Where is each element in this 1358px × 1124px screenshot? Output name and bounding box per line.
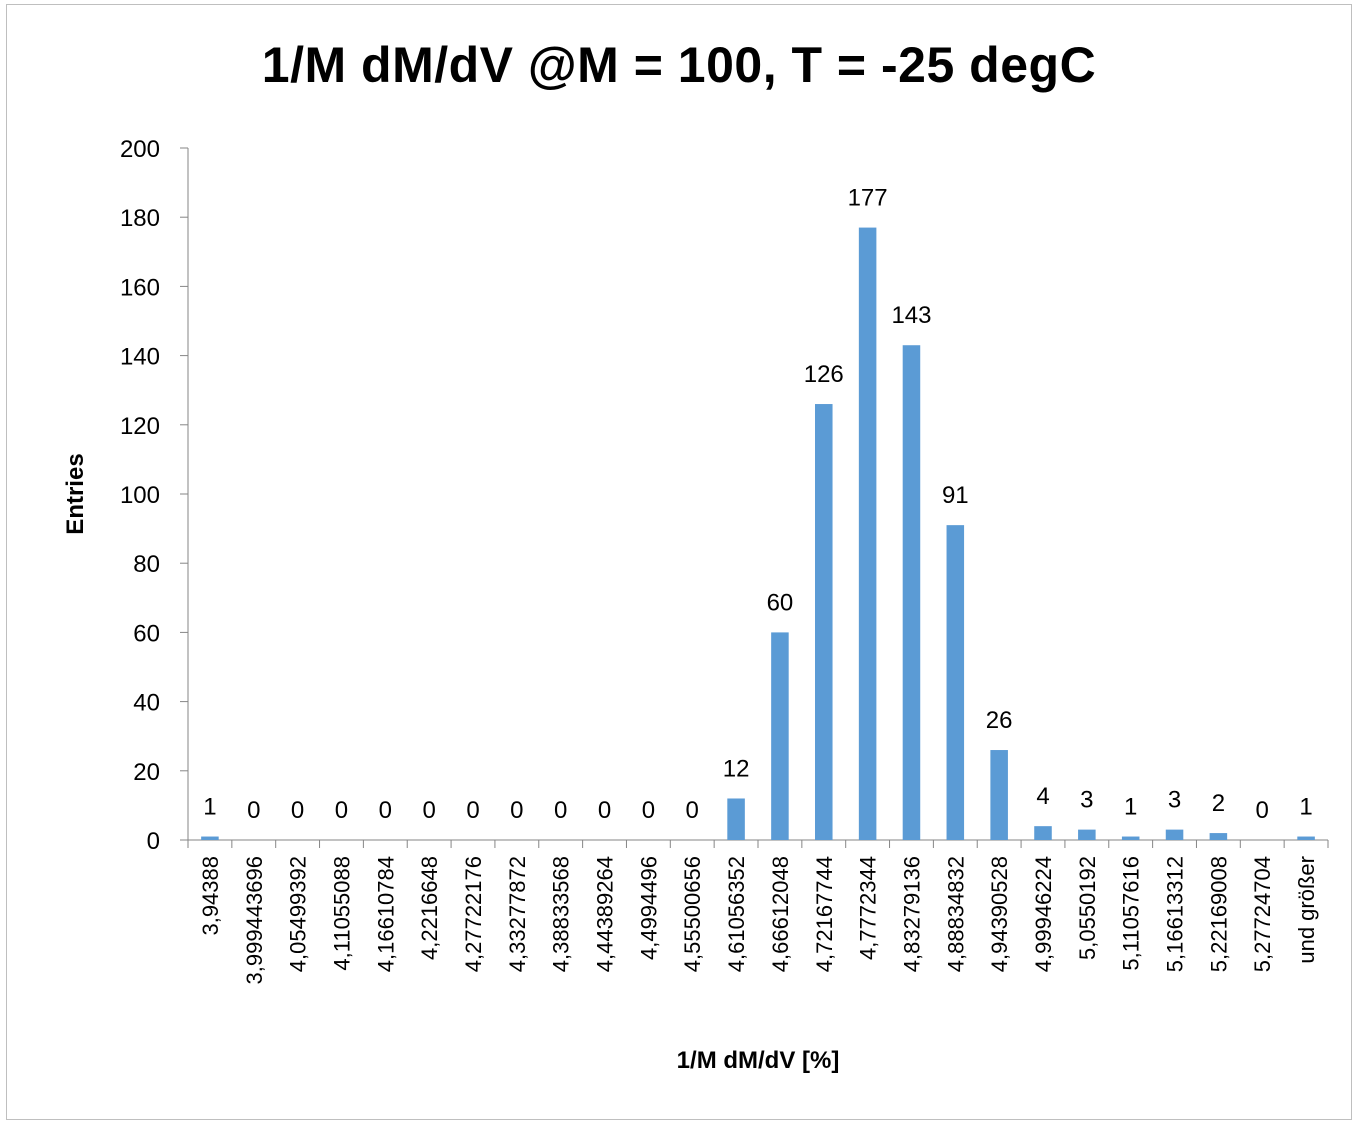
x-tick-label: und größer — [1294, 856, 1319, 964]
y-tick-label: 120 — [120, 413, 160, 440]
bar — [815, 404, 833, 840]
data-label: 0 — [554, 797, 567, 824]
data-label: 0 — [598, 797, 611, 824]
data-label: 143 — [891, 302, 931, 329]
data-label: 1 — [1299, 794, 1312, 821]
y-tick-label: 200 — [120, 136, 160, 163]
x-tick-label: 5,16613312 — [1163, 856, 1188, 972]
data-label: 4 — [1036, 783, 1049, 810]
y-tick-label: 20 — [133, 759, 160, 786]
data-label: 91 — [942, 482, 969, 509]
x-tick-label: 4,33277872 — [505, 856, 530, 972]
data-label: 1 — [203, 794, 216, 821]
x-tick-label: 3,94388 — [198, 856, 223, 936]
bar — [1297, 836, 1315, 840]
x-tick-label: 4,27722176 — [461, 856, 486, 972]
bar — [946, 525, 965, 840]
chart-frame — [6, 4, 1352, 1120]
bar — [1078, 829, 1096, 840]
y-axis: 0 20 40 60 80 100 120 140 160 180 200 — [120, 136, 189, 855]
data-label: 2 — [1212, 790, 1225, 817]
y-tick-label: 80 — [133, 551, 160, 578]
y-tick-label: 40 — [133, 690, 160, 717]
y-tick-label: 180 — [120, 205, 160, 232]
data-label: 3 — [1168, 787, 1181, 814]
y-tick-label: 140 — [120, 344, 160, 371]
x-tick-label: 4,11055088 — [329, 856, 354, 971]
x-tick-label: 4,38833568 — [549, 856, 574, 972]
x-tick-label: 5,11057616 — [1119, 856, 1144, 971]
bar — [771, 632, 789, 840]
y-axis-title: Entries — [62, 453, 89, 534]
data-label: 177 — [848, 185, 888, 212]
data-label: 1 — [1124, 794, 1137, 821]
x-tick-label: 4,66612048 — [768, 856, 793, 972]
y-tick-label: 100 — [120, 482, 160, 509]
bar — [858, 227, 877, 840]
y-tick-label: 160 — [120, 274, 160, 301]
x-tick-label: 4,61056352 — [724, 856, 749, 972]
x-axis-title: 1/M dM/dV [%] — [677, 1047, 840, 1074]
data-label: 126 — [804, 361, 844, 388]
bar — [1121, 836, 1140, 840]
x-tick-label: 4,88834832 — [943, 856, 968, 972]
bar — [1034, 826, 1052, 840]
bar — [1209, 833, 1228, 840]
y-tick-label: 0 — [147, 828, 160, 855]
x-tick-label: 4,16610784 — [373, 856, 398, 972]
x-tick-label: 4,83279136 — [899, 856, 924, 972]
y-tick-label: 60 — [133, 620, 160, 647]
bar — [727, 798, 745, 840]
data-labels: 1 0 0 0 0 0 0 0 0 0 0 0 12 60 126 177 143 91 26 4 3 1 3 2 0 1 — [203, 185, 1313, 824]
x-tick-label: 4,44389264 — [593, 856, 618, 972]
data-label: 0 — [510, 797, 523, 824]
bar — [1165, 829, 1184, 840]
data-label: 0 — [422, 797, 435, 824]
x-axis: 3,94388 3,999443696 4,05499392 4,11055088 4,… — [187, 839, 1329, 984]
data-label: 0 — [335, 797, 348, 824]
x-tick-label: 5,0550192 — [1075, 856, 1100, 960]
x-tick-label: 4,2216648 — [417, 856, 442, 960]
data-label: 3 — [1080, 787, 1093, 814]
x-tick-label: 4,94390528 — [987, 856, 1012, 972]
data-label: 0 — [686, 797, 699, 824]
x-tick-label: 4,05499392 — [286, 856, 311, 972]
data-label: 60 — [767, 589, 794, 616]
bar — [902, 345, 921, 840]
data-label: 0 — [379, 797, 392, 824]
x-tick-label: 5,22169008 — [1206, 856, 1231, 972]
data-label: 0 — [642, 797, 655, 824]
bar — [201, 836, 219, 840]
bar — [990, 750, 1008, 840]
x-tick-label: 3,999443696 — [242, 856, 267, 984]
x-tick-label: 4,72167744 — [812, 856, 837, 972]
data-label: 0 — [1256, 797, 1269, 824]
data-label: 26 — [986, 707, 1013, 734]
data-label: 12 — [723, 755, 750, 782]
chart-title: 1/M dM/dV @M = 100, T = -25 degC — [261, 37, 1097, 93]
data-label: 0 — [291, 797, 304, 824]
data-label: 0 — [466, 797, 479, 824]
data-label: 0 — [247, 797, 260, 824]
bars — [201, 227, 1315, 840]
x-tick-label: 4,4994496 — [636, 856, 661, 960]
x-tick-label: 4,7772344 — [856, 856, 881, 960]
x-tick-label: 5,27724704 — [1250, 856, 1275, 972]
x-tick-label: 4,55500656 — [680, 856, 705, 972]
x-tick-label: 4,99946224 — [1031, 856, 1056, 972]
